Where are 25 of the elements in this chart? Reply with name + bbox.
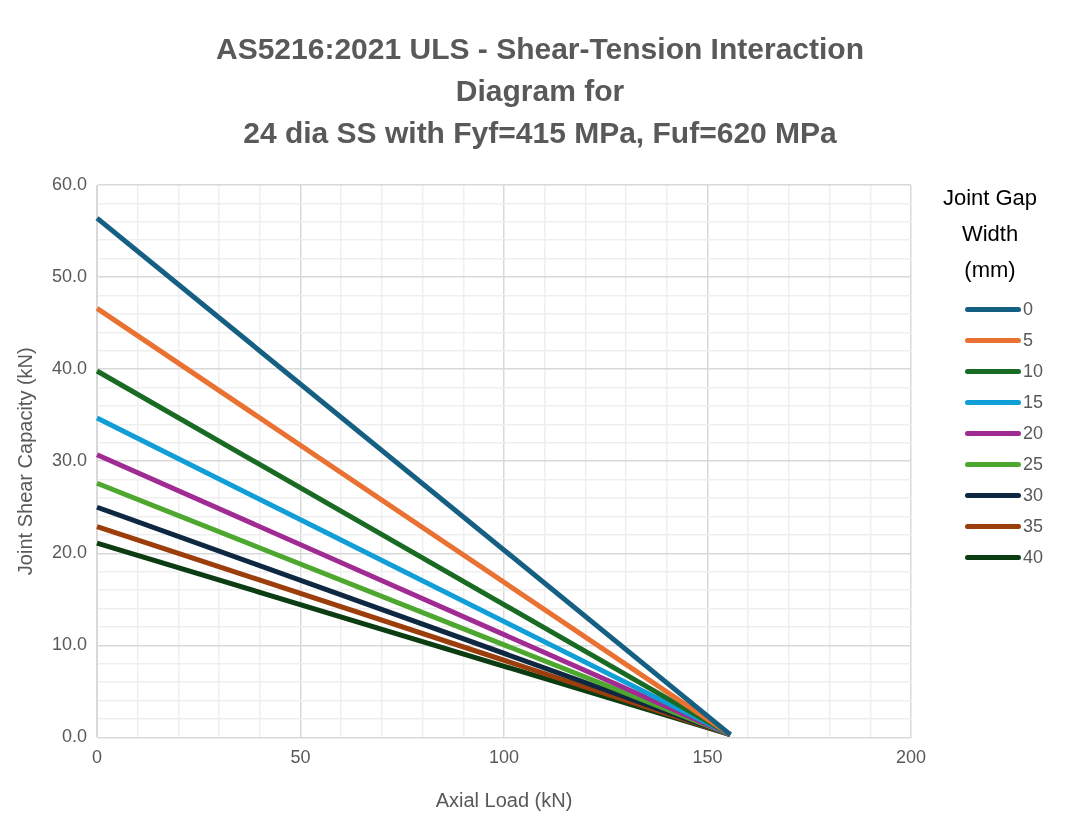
chart-title: AS5216:2021 ULS - Shear-Tension Interaction Diagram for 24 dia SS with Fyf=415 MPa, Fuf=620 MPa xyxy=(215,31,865,151)
x-tick-label: 150 xyxy=(692,747,723,768)
y-tick-label: 10.0 xyxy=(51,634,88,655)
y-tick-label: 30.0 xyxy=(51,450,88,471)
legend-label: 10 xyxy=(1023,361,1044,382)
legend-label: 40 xyxy=(1023,547,1044,568)
x-tick-label: 200 xyxy=(895,747,927,768)
y-tick-label: 60.0 xyxy=(51,173,88,194)
y-tick-label: 50.0 xyxy=(51,266,88,287)
y-axis-title: Joint Shear Capacity (kN) xyxy=(13,347,36,576)
x-axis-title: Axial Load (kN) xyxy=(435,788,573,811)
x-tick-label: 100 xyxy=(488,747,520,768)
legend-title: Joint Gap Width (mm) xyxy=(941,184,1039,284)
y-tick-label: 20.0 xyxy=(51,542,88,563)
y-tick-label: 0.0 xyxy=(62,726,88,747)
legend-label: 15 xyxy=(1023,392,1044,413)
x-tick-label: 0 xyxy=(92,747,103,768)
legend-label: 30 xyxy=(1023,485,1044,506)
x-tick-label: 50 xyxy=(290,747,311,768)
legend-label: 25 xyxy=(1023,454,1044,475)
legend-label: 20 xyxy=(1023,423,1044,444)
y-tick-label: 40.0 xyxy=(51,358,88,379)
legend-label: 0 xyxy=(1023,299,1034,320)
legend-label: 5 xyxy=(1023,330,1034,351)
legend-label: 35 xyxy=(1023,516,1044,537)
